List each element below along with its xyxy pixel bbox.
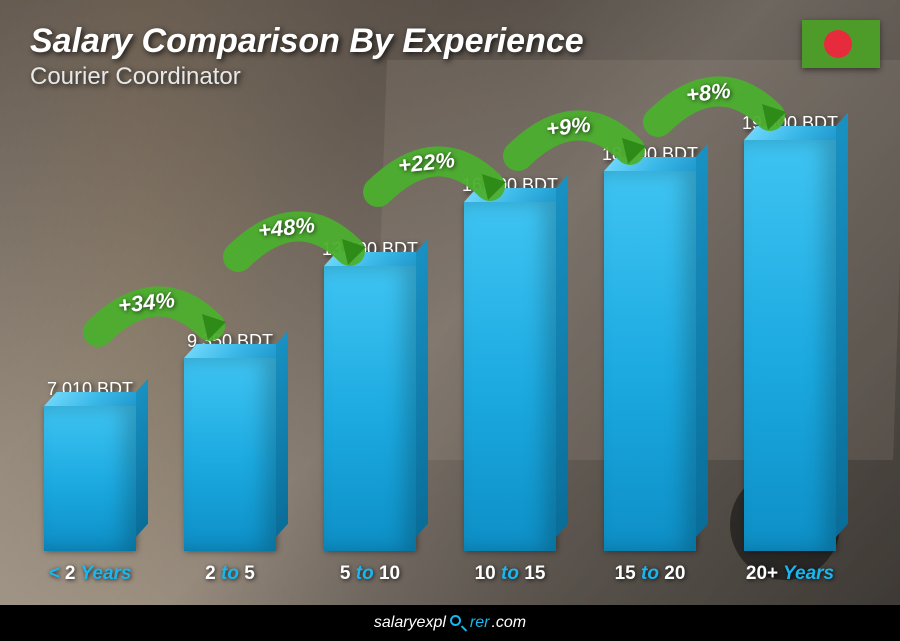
bar xyxy=(184,358,276,551)
footer-text-com: .com xyxy=(491,614,526,632)
footer-logo: salaryexpl rer .com xyxy=(374,614,526,632)
bar xyxy=(604,171,696,551)
flag-bangladesh xyxy=(802,20,880,68)
magnifier-icon xyxy=(449,614,467,632)
x-axis-labels: < 2 Years 2 to 5 5 to 10 10 to 15 15 to 20 20… xyxy=(30,563,850,593)
bar xyxy=(44,406,136,551)
bar-col-3: 16,900 BDT xyxy=(450,175,570,551)
x-label-2: 5 to 10 xyxy=(310,563,430,593)
bar xyxy=(464,202,556,551)
x-label-0: < 2 Years xyxy=(30,563,150,593)
x-label-1: 2 to 5 xyxy=(170,563,290,593)
footer-text-salary: salaryexpl xyxy=(374,614,446,632)
page-subtitle: Courier Coordinator xyxy=(30,63,584,91)
bar-col-2: 13,800 BDT xyxy=(310,239,430,551)
x-label-3: 10 to 15 xyxy=(450,563,570,593)
bar-col-1: 9,350 BDT xyxy=(170,331,290,551)
bar xyxy=(744,140,836,551)
bar-col-5: 19,900 BDT xyxy=(730,113,850,551)
title-block: Salary Comparison By Experience Courier … xyxy=(30,22,584,91)
page-title: Salary Comparison By Experience xyxy=(30,22,584,61)
flag-disc xyxy=(824,30,852,58)
x-label-5: 20+ Years xyxy=(730,563,850,593)
x-label-4: 15 to 20 xyxy=(590,563,710,593)
pct-label: +9% xyxy=(545,112,592,143)
pct-label: +8% xyxy=(685,78,732,109)
bar-col-0: 7,010 BDT xyxy=(30,379,150,551)
footer: salaryexpl rer .com xyxy=(0,605,900,641)
footer-text-rer: rer xyxy=(470,614,490,632)
bar xyxy=(324,266,416,551)
bar-col-4: 18,400 BDT xyxy=(590,144,710,551)
